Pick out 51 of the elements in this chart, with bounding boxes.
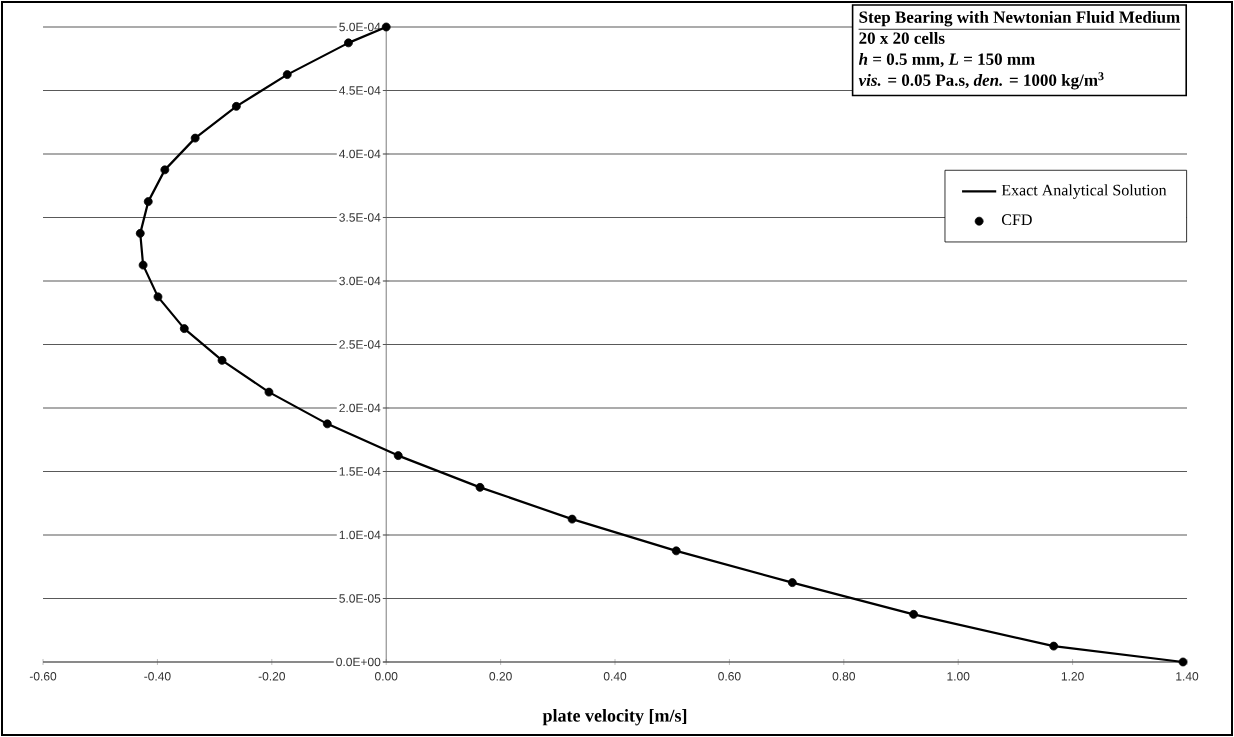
x-tick-label: 0.00 xyxy=(375,672,398,681)
point xyxy=(1178,657,1188,667)
point xyxy=(231,101,241,111)
point xyxy=(264,387,274,397)
point xyxy=(393,451,403,461)
y-tick-label: 4.0E-04 xyxy=(339,149,381,159)
point xyxy=(475,482,485,492)
point xyxy=(135,228,145,238)
x-tick-label: 0.80 xyxy=(832,672,856,681)
legend-label: Exact Analytical Solution xyxy=(1001,184,1167,199)
x-tick-label: -0.20 xyxy=(258,672,286,681)
y-tick-label: 5.0E-04 xyxy=(339,22,381,32)
x-tick-label: 1.00 xyxy=(947,672,970,681)
y-tick-label: 1.5E-04 xyxy=(339,467,381,476)
x-tick-label: 1.20 xyxy=(1061,672,1084,681)
chart-title: Step Bearing with Newtonian Fluid Medium xyxy=(859,10,1180,27)
y-tick-label: 3.0E-04 xyxy=(339,276,381,286)
point xyxy=(138,260,148,270)
x-axis-title: plate velocity [m/s] xyxy=(542,709,687,726)
y-tick-label: 0.0E+00 xyxy=(336,657,381,667)
point xyxy=(190,133,200,143)
point xyxy=(153,292,163,302)
point xyxy=(787,578,797,588)
point xyxy=(179,324,189,334)
y-tick-label: 4.5E-04 xyxy=(339,86,381,95)
point xyxy=(160,165,170,175)
point xyxy=(322,419,332,429)
annotation: vis. = 0.05 Pa.s, den. = 1000 kg/m$^{3}$ xyxy=(858,72,1104,90)
point xyxy=(143,197,153,207)
x-tick-label: 0.20 xyxy=(489,672,512,681)
point xyxy=(381,22,391,32)
point xyxy=(217,355,227,365)
point xyxy=(1049,641,1059,651)
x-tick-label: -0.40 xyxy=(144,672,171,681)
x-tick-label: -0.60 xyxy=(29,672,57,681)
annotation: h = 0.5 mm, L = 150 mm xyxy=(858,52,1035,68)
legend-label: CFD xyxy=(1001,214,1032,226)
x-tick-label: 0.60 xyxy=(718,672,741,681)
point xyxy=(671,546,681,556)
x-tick-label: 0.40 xyxy=(603,672,627,681)
point xyxy=(344,38,353,48)
y-tick-label: 5.0E-05 xyxy=(339,594,381,603)
annotation: 20 x 20 cells xyxy=(859,31,945,44)
y-tick-label: 1.0E-04 xyxy=(339,530,381,540)
point xyxy=(909,609,918,619)
point xyxy=(567,514,577,524)
x-tick-label: 1.40 xyxy=(1176,672,1199,681)
point xyxy=(282,70,292,80)
y-tick-label: 2.5E-04 xyxy=(339,340,381,349)
y-tick-label: 2.0E-04 xyxy=(339,403,381,413)
y-tick-label: 3.5E-04 xyxy=(339,213,381,222)
